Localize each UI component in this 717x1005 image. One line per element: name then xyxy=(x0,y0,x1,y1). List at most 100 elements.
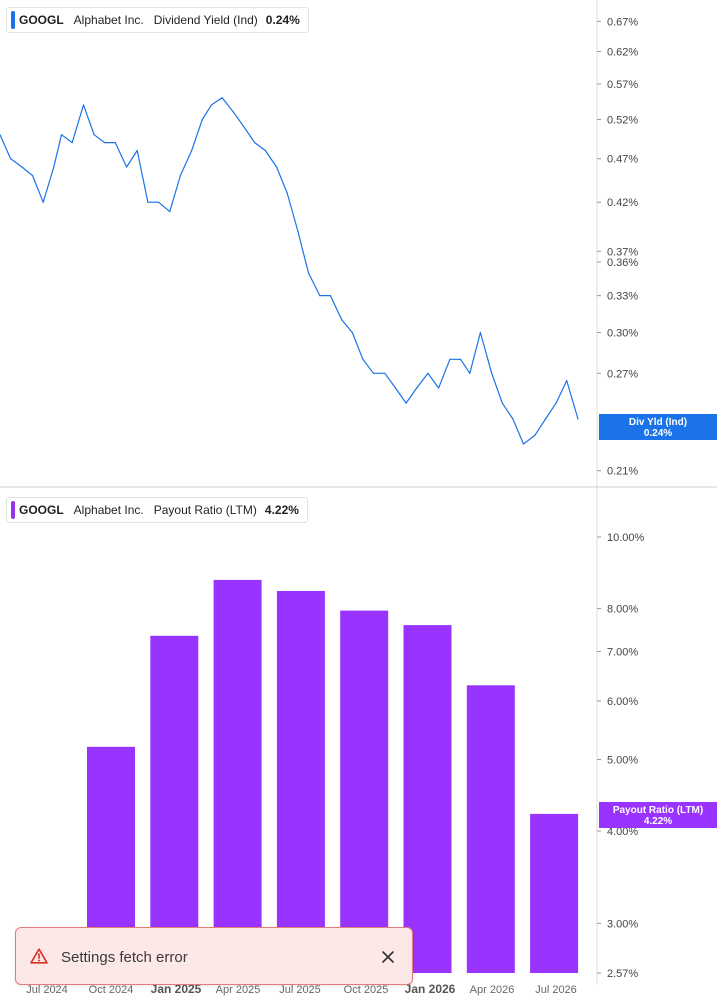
y-tick-label: 6.00% xyxy=(607,696,638,708)
dividend-yield-point xyxy=(243,126,245,128)
dividend-yield-point xyxy=(254,141,256,144)
dividend-yield-value-tag xyxy=(599,414,717,440)
x-tick-label: Oct 2025 xyxy=(344,984,389,996)
dividend-yield-point xyxy=(459,358,462,360)
dividend-yield-point xyxy=(191,149,193,152)
legend-ticker: GOOGL xyxy=(19,13,64,27)
legend-company: Alphabet Inc. xyxy=(73,503,144,517)
y-tick-label: 0.27% xyxy=(607,368,638,380)
y-tick-label: 0.37% xyxy=(607,246,638,258)
dividend-yield-swatch xyxy=(11,11,15,29)
dividend-yield-point xyxy=(21,166,23,168)
dividend-yield-point xyxy=(469,372,471,374)
legend-metric: Payout Ratio (LTM) xyxy=(153,503,257,517)
close-icon[interactable] xyxy=(381,950,395,969)
warning-triangle-icon xyxy=(30,948,48,969)
x-tick-label: Jan 2025 xyxy=(151,982,202,996)
payout-ratio-bar xyxy=(276,591,325,973)
dividend-yield-point xyxy=(512,418,514,420)
dividend-yield-point xyxy=(372,372,375,374)
dividend-yield-point xyxy=(82,104,85,106)
dividend-yield-point xyxy=(405,402,407,404)
dividend-yield-point xyxy=(297,230,299,232)
dividend-yield-point xyxy=(93,134,95,136)
dividend-yield-point xyxy=(0,134,1,136)
dividend-yield-point xyxy=(394,387,397,389)
dividend-yield-point xyxy=(416,387,418,389)
dividend-yield-point xyxy=(114,141,116,144)
y-tick-label: 5.00% xyxy=(607,754,638,766)
dividend-yield-point xyxy=(427,372,429,374)
dividend-yield-line xyxy=(0,97,579,445)
x-tick-label: Apr 2025 xyxy=(216,984,261,996)
dividend-yield-point xyxy=(157,201,160,203)
dividend-yield-point xyxy=(438,387,440,389)
x-tick-label: Oct 2024 xyxy=(89,984,134,996)
x-tick-label: Jul 2024 xyxy=(26,984,68,996)
dividend-yield-point xyxy=(10,158,12,160)
dividend-yield-point xyxy=(60,134,63,136)
legend-ticker: GOOGL xyxy=(19,503,64,517)
dividend-yield-point xyxy=(479,331,481,334)
dividend-yield-tag-name: Div Yld (Ind) xyxy=(629,417,687,428)
dividend-yield-point xyxy=(104,141,106,144)
dividend-yield-point xyxy=(179,174,182,177)
dividend-yield-point xyxy=(341,319,343,321)
y-tick-label: 0.30% xyxy=(607,328,638,340)
y-tick-label: 0.42% xyxy=(607,197,638,209)
dividend-yield-point xyxy=(71,141,73,144)
payout-ratio-swatch xyxy=(11,501,15,519)
dividend-yield-point xyxy=(136,149,138,152)
payout-ratio-bar xyxy=(466,685,515,973)
y-tick-label: 0.52% xyxy=(607,115,638,127)
payout-ratio-bar xyxy=(213,579,262,973)
dividend-yield-point xyxy=(449,358,451,360)
dividend-yield-point xyxy=(501,402,503,404)
toast-message: Settings fetch error xyxy=(61,949,188,966)
x-tick-label: Apr 2026 xyxy=(470,984,515,996)
legend-value: 0.24% xyxy=(265,13,300,27)
y-tick-label: 8.00% xyxy=(607,604,638,616)
y-tick-label: 3.00% xyxy=(607,918,638,930)
y-tick-label: 0.47% xyxy=(607,154,638,166)
dividend-yield-point xyxy=(522,443,525,445)
error-toast: Settings fetch error xyxy=(15,927,413,985)
payout-ratio-bar xyxy=(340,610,389,973)
dividend-yield-point xyxy=(126,166,128,168)
payout-ratio-bar xyxy=(150,635,199,973)
payout-ratio-tag-value: 4.22% xyxy=(644,816,672,827)
dividend-yield-legend[interactable]: GOOGL Alphabet Inc. Dividend Yield (Ind)… xyxy=(6,7,309,33)
payout-ratio-tag-name: Payout Ratio (LTM) xyxy=(613,805,703,816)
dividend-yield-point xyxy=(276,166,278,168)
dividend-yield-point xyxy=(491,372,493,374)
y-tick-label: 10.00% xyxy=(607,532,645,544)
dividend-yield-point xyxy=(384,372,386,374)
legend-company: Alphabet Inc. xyxy=(73,13,144,27)
dividend-yield-point xyxy=(544,418,547,420)
y-tick-label: 7.00% xyxy=(607,646,638,658)
dividend-yield-point xyxy=(286,192,288,194)
dividend-yield-point xyxy=(307,272,310,274)
dividend-yield-tag-value: 0.24% xyxy=(644,428,672,439)
dividend-yield-point xyxy=(566,379,568,382)
dividend-yield-point xyxy=(362,358,364,360)
dividend-yield-point xyxy=(555,402,557,404)
payout-ratio-bar xyxy=(530,813,579,973)
legend-value: 4.22% xyxy=(264,503,299,517)
y-tick-label: 0.57% xyxy=(607,79,638,91)
y-tick-label: 2.57% xyxy=(607,968,638,980)
dividend-yield-point xyxy=(264,149,266,152)
dividend-yield-point xyxy=(329,295,331,297)
dividend-yield-point xyxy=(210,104,213,106)
dividend-yield-point xyxy=(42,201,44,203)
x-tick-label: Jul 2026 xyxy=(535,984,577,996)
dividend-yield-point xyxy=(53,166,55,168)
payout-ratio-legend[interactable]: GOOGL Alphabet Inc. Payout Ratio (LTM) 4… xyxy=(6,497,308,523)
legend-metric: Dividend Yield (Ind) xyxy=(153,13,258,27)
dividend-yield-point xyxy=(534,434,536,437)
y-tick-label: 0.67% xyxy=(607,16,638,28)
dividend-yield-point xyxy=(169,210,171,213)
dividend-yield-point xyxy=(31,174,34,177)
y-tick-label: 0.21% xyxy=(607,466,638,478)
